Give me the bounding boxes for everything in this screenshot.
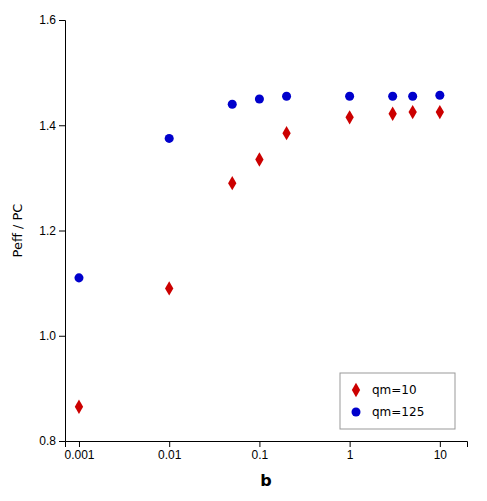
point xyxy=(255,152,263,166)
axis-line xyxy=(59,21,66,442)
tick: 0.8 xyxy=(39,434,65,448)
axis-line xyxy=(66,442,468,448)
tick-label: 1.4 xyxy=(39,119,56,133)
point xyxy=(165,281,173,295)
tick-mark xyxy=(259,441,260,447)
tick-mark xyxy=(59,441,65,442)
tick-label: 1.2 xyxy=(39,224,56,238)
legend-label: qm=10 xyxy=(372,383,417,397)
point xyxy=(75,400,83,414)
point xyxy=(282,92,291,101)
tick: 1 xyxy=(347,441,354,462)
tick: 1.2 xyxy=(39,224,65,238)
y-axis-title: Peff / PC xyxy=(10,204,25,258)
point xyxy=(228,176,236,190)
x-axis-title: b xyxy=(260,471,271,490)
tick-label: 1.0 xyxy=(39,329,56,343)
point xyxy=(255,94,264,103)
point xyxy=(408,92,417,101)
tick: 0.001 xyxy=(64,441,94,462)
point xyxy=(388,92,397,101)
point xyxy=(345,110,353,124)
tick-label: 1 xyxy=(347,448,354,462)
legend-label: qm=125 xyxy=(372,405,424,419)
tick: 10 xyxy=(434,441,448,462)
tick: 0.1 xyxy=(252,441,269,462)
legend-frame xyxy=(340,373,455,429)
point xyxy=(409,105,417,119)
point xyxy=(436,105,444,119)
point xyxy=(74,273,83,282)
legend-symbol xyxy=(351,407,360,416)
tick-mark xyxy=(59,336,65,337)
point xyxy=(435,91,444,100)
tick-label: 1.6 xyxy=(39,13,56,27)
point xyxy=(165,134,174,143)
tick-mark xyxy=(350,441,351,447)
tick-mark xyxy=(59,125,65,126)
series xyxy=(75,105,444,414)
tick-mark xyxy=(79,441,80,447)
tick-label: 0.001 xyxy=(64,448,94,462)
tick-mark xyxy=(169,441,170,447)
x-axis: 0.001 0.01 0.1 1 10 xyxy=(64,441,467,462)
tick: 1.4 xyxy=(39,119,65,133)
tick-mark xyxy=(59,231,65,232)
tick-mark xyxy=(440,441,441,447)
tick: 1.0 xyxy=(39,329,65,343)
tick-label: 10 xyxy=(434,448,448,462)
chart: 0.001 0.01 0.1 1 10 0.8 1.0 1.2 1.4 1.6 qm=10 qm=12… xyxy=(0,0,487,501)
tick: 0.01 xyxy=(158,441,182,462)
point xyxy=(282,126,290,140)
tick-label: 0.8 xyxy=(39,434,56,448)
y-axis: 0.8 1.0 1.2 1.4 1.6 xyxy=(39,13,65,448)
tick-label: 0.01 xyxy=(158,448,182,462)
legend-symbol xyxy=(352,383,360,397)
plot: 0.001 0.01 0.1 1 10 0.8 1.0 1.2 1.4 1.6 qm=10 qm=12… xyxy=(39,13,467,461)
series xyxy=(74,91,444,283)
tick-mark xyxy=(59,20,65,21)
point xyxy=(228,100,237,109)
point xyxy=(389,106,397,120)
tick-label: 0.1 xyxy=(252,448,269,462)
point xyxy=(345,92,354,101)
tick: 1.6 xyxy=(39,13,65,27)
legend: qm=10 qm=125 xyxy=(340,373,455,429)
marks xyxy=(74,91,444,414)
